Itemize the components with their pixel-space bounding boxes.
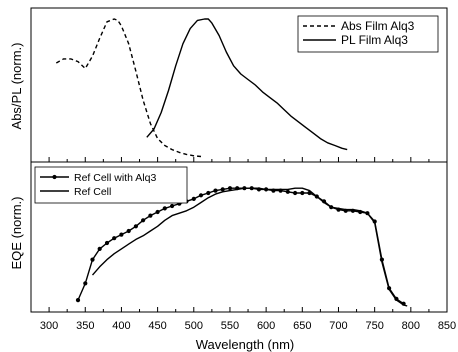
data-point-ref-cell-with-alq3 bbox=[285, 189, 290, 194]
x-tick-label: 450 bbox=[148, 320, 166, 332]
x-tick-label: 700 bbox=[329, 320, 347, 332]
data-point-ref-cell-with-alq3 bbox=[227, 186, 233, 191]
data-point-ref-cell-with-alq3 bbox=[198, 193, 204, 198]
eqe-panel: Ref Cell with Alq3 Ref Cell bbox=[30, 161, 448, 313]
data-point-ref-cell-with-alq3 bbox=[83, 281, 88, 286]
x-tick-label: 750 bbox=[365, 320, 383, 332]
data-point-ref-cell-with-alq3 bbox=[133, 224, 138, 229]
series-line-ref-cell bbox=[91, 187, 408, 307]
data-point-ref-cell-with-alq3 bbox=[148, 213, 153, 218]
x-tick-label: 800 bbox=[402, 320, 420, 332]
abs-pl-y-axis-label: Abs/PL (norm.) bbox=[9, 43, 24, 130]
eqe-y-axis-label: EQE (norm.) bbox=[9, 197, 24, 270]
data-point-ref-cell-with-alq3 bbox=[206, 190, 211, 196]
data-point-ref-cell-with-alq3 bbox=[213, 188, 218, 193]
data-point-ref-cell-with-alq3 bbox=[126, 228, 131, 234]
x-axis-label: Wavelength (nm) bbox=[196, 337, 295, 352]
legend-marker-ref-cell-with-alq3 bbox=[52, 174, 57, 180]
data-point-ref-cell-with-alq3 bbox=[97, 246, 102, 251]
data-point-ref-cell-with-alq3 bbox=[90, 257, 95, 262]
data-point-ref-cell-with-alq3 bbox=[104, 240, 110, 246]
data-point-ref-cell-with-alq3 bbox=[141, 218, 146, 223]
x-tick-label: 650 bbox=[293, 320, 311, 332]
series-line-abs-film-alq3 bbox=[55, 18, 202, 158]
abs-pl-legend-box bbox=[297, 15, 439, 53]
legend-label-pl-film-alq3: PL Film Alq3 bbox=[341, 33, 408, 47]
data-point-ref-cell-with-alq3 bbox=[191, 196, 196, 201]
x-tick-label: 400 bbox=[112, 320, 130, 332]
series-line-pl-film-alq3 bbox=[146, 18, 348, 151]
data-point-ref-cell-with-alq3 bbox=[300, 190, 305, 196]
eqe-legend: Ref Cell with Alq3 Ref Cell bbox=[34, 166, 188, 204]
x-tick-label: 500 bbox=[185, 320, 203, 332]
data-point-ref-cell-with-alq3 bbox=[112, 236, 117, 241]
x-tick-labels: 300 350 400 450 500 550 600 650 700 750 800 850 bbox=[40, 320, 456, 332]
x-tick-label: 350 bbox=[76, 320, 94, 332]
legend-label-abs-film-alq3: Abs Film Alq3 bbox=[341, 19, 415, 33]
eqe-plot-frame bbox=[30, 161, 448, 313]
x-tick-label: 850 bbox=[438, 320, 456, 332]
legend-label-ref-cell: Ref Cell bbox=[74, 186, 111, 198]
data-point-ref-cell-with-alq3 bbox=[220, 187, 225, 192]
x-tick-label: 550 bbox=[221, 320, 239, 332]
x-tick-label: 600 bbox=[257, 320, 275, 332]
eqe-legend-box bbox=[34, 166, 188, 204]
legend-label-ref-cell-with-alq3: Ref Cell with Alq3 bbox=[74, 172, 156, 184]
data-point-ref-cell-with-alq3 bbox=[293, 190, 298, 196]
data-point-ref-cell-with-alq3 bbox=[170, 203, 175, 209]
data-point-ref-cell-with-alq3 bbox=[155, 209, 160, 215]
x-tick-label: 300 bbox=[40, 320, 58, 332]
data-point-ref-cell-with-alq3 bbox=[75, 298, 81, 303]
data-point-ref-cell-with-alq3 bbox=[119, 232, 124, 237]
data-point-ref-cell-with-alq3 bbox=[162, 206, 167, 211]
